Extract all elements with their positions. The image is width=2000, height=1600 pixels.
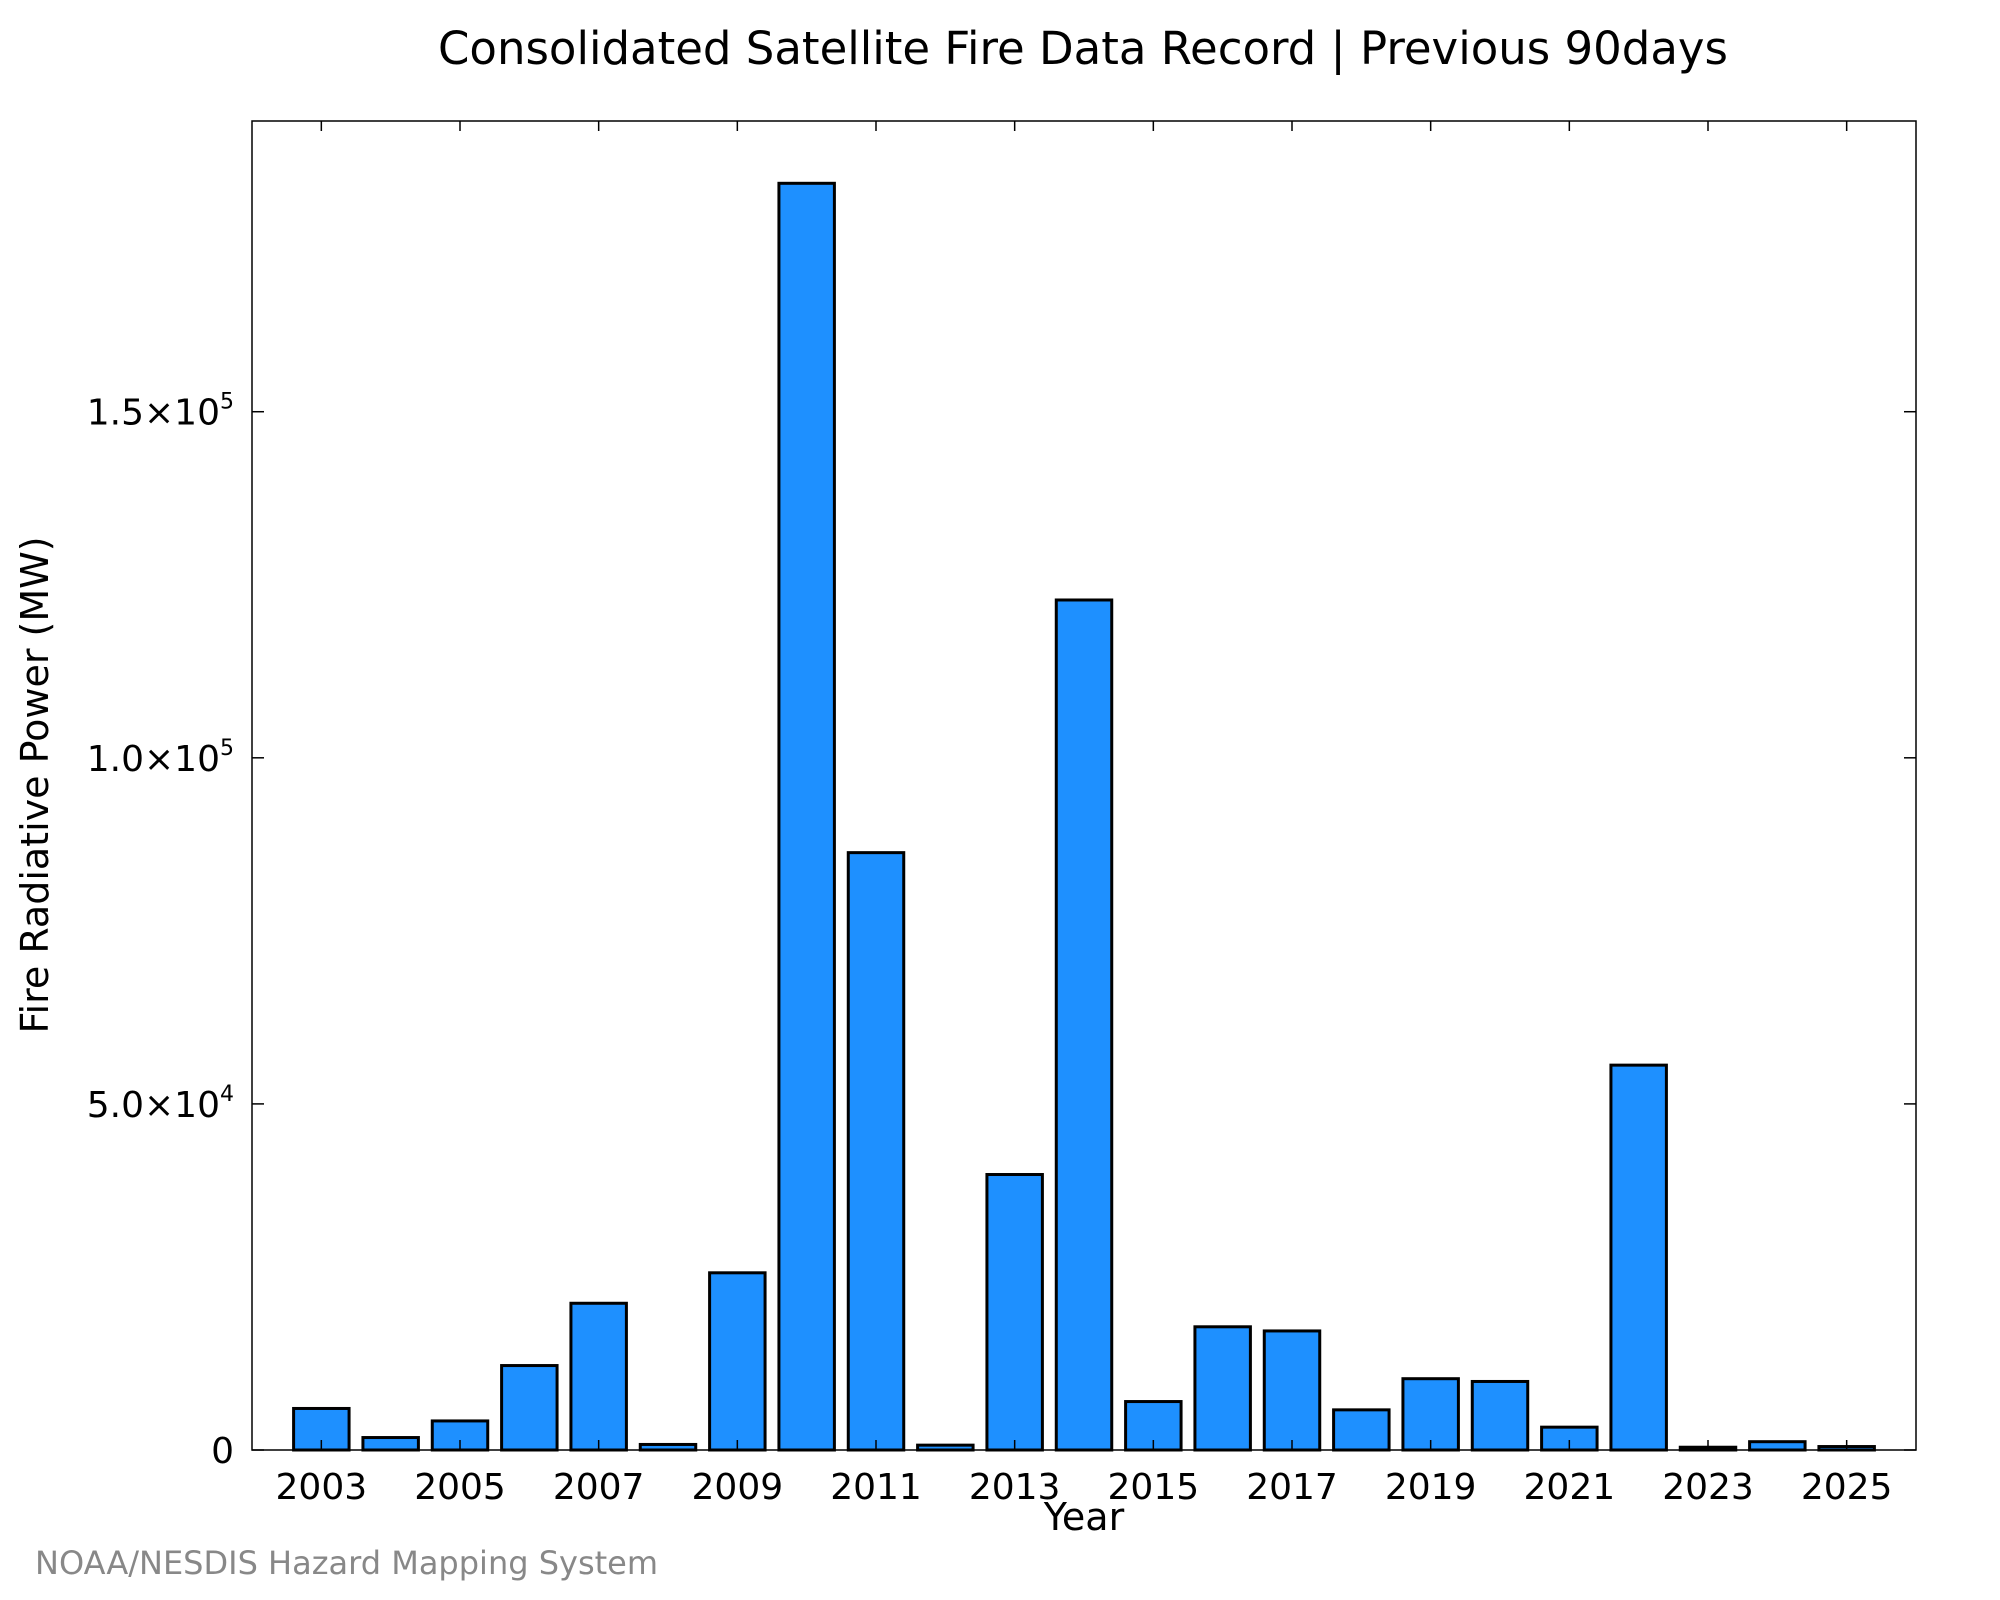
x-tick-label-2021: 2021 xyxy=(1524,1467,1616,1508)
x-tick-label-2003: 2003 xyxy=(276,1467,368,1508)
bar-2010 xyxy=(777,181,836,1452)
y-tick-label-50000: 5.0×104 xyxy=(87,1082,234,1126)
y-axis-label: Fire Radiative Power (MW) xyxy=(13,536,57,1033)
x-tick-label-2007: 2007 xyxy=(553,1467,645,1508)
bar-2019 xyxy=(1401,1377,1460,1452)
bar-2006 xyxy=(500,1364,559,1452)
bar-2004 xyxy=(361,1436,420,1452)
y-tick-label-100000: 1.0×105 xyxy=(87,736,234,780)
plot-frame xyxy=(251,120,1917,1451)
y-ticks-group: 0 5.0×104 1.0×105 1.5×105 xyxy=(87,390,1916,1472)
bar-2007 xyxy=(569,1301,628,1452)
bars-group xyxy=(292,181,1876,1452)
x-tick-label-2019: 2019 xyxy=(1385,1467,1477,1508)
x-tick-label-2017: 2017 xyxy=(1246,1467,1338,1508)
bar-2017 xyxy=(1262,1329,1322,1452)
bar-2008 xyxy=(638,1442,698,1452)
bar-2014 xyxy=(1054,598,1114,1452)
bar-2022 xyxy=(1609,1063,1668,1452)
y-tick-label-150000: 1.5×105 xyxy=(87,390,234,434)
x-tick-label-2013: 2013 xyxy=(969,1467,1061,1508)
x-tick-label-2005: 2005 xyxy=(414,1467,506,1508)
bar-2024 xyxy=(1748,1440,1807,1452)
bar-2020 xyxy=(1470,1379,1530,1452)
x-ticks-group: 2003 2005 2007 2009 2011 2013 2015 2017 2019 2021… xyxy=(276,121,1893,1508)
y-tick-label-0: 0 xyxy=(211,1431,234,1472)
bar-2018 xyxy=(1332,1408,1391,1452)
credit-text: NOAA/NESDIS Hazard Mapping System xyxy=(35,1544,658,1582)
x-tick-label-2011: 2011 xyxy=(830,1467,922,1508)
chart-title: Consolidated Satellite Fire Data Record … xyxy=(438,22,1728,75)
x-tick-label-2023: 2023 xyxy=(1662,1467,1754,1508)
x-tick-label-2009: 2009 xyxy=(692,1467,784,1508)
bar-2009 xyxy=(708,1271,767,1452)
bar-2016 xyxy=(1193,1325,1252,1452)
x-axis-label: Year xyxy=(1043,1495,1125,1539)
x-tick-label-2025: 2025 xyxy=(1801,1467,1893,1508)
bar-2013 xyxy=(985,1173,1044,1452)
bar-2011 xyxy=(846,851,906,1452)
x-tick-label-2015: 2015 xyxy=(1108,1467,1200,1508)
